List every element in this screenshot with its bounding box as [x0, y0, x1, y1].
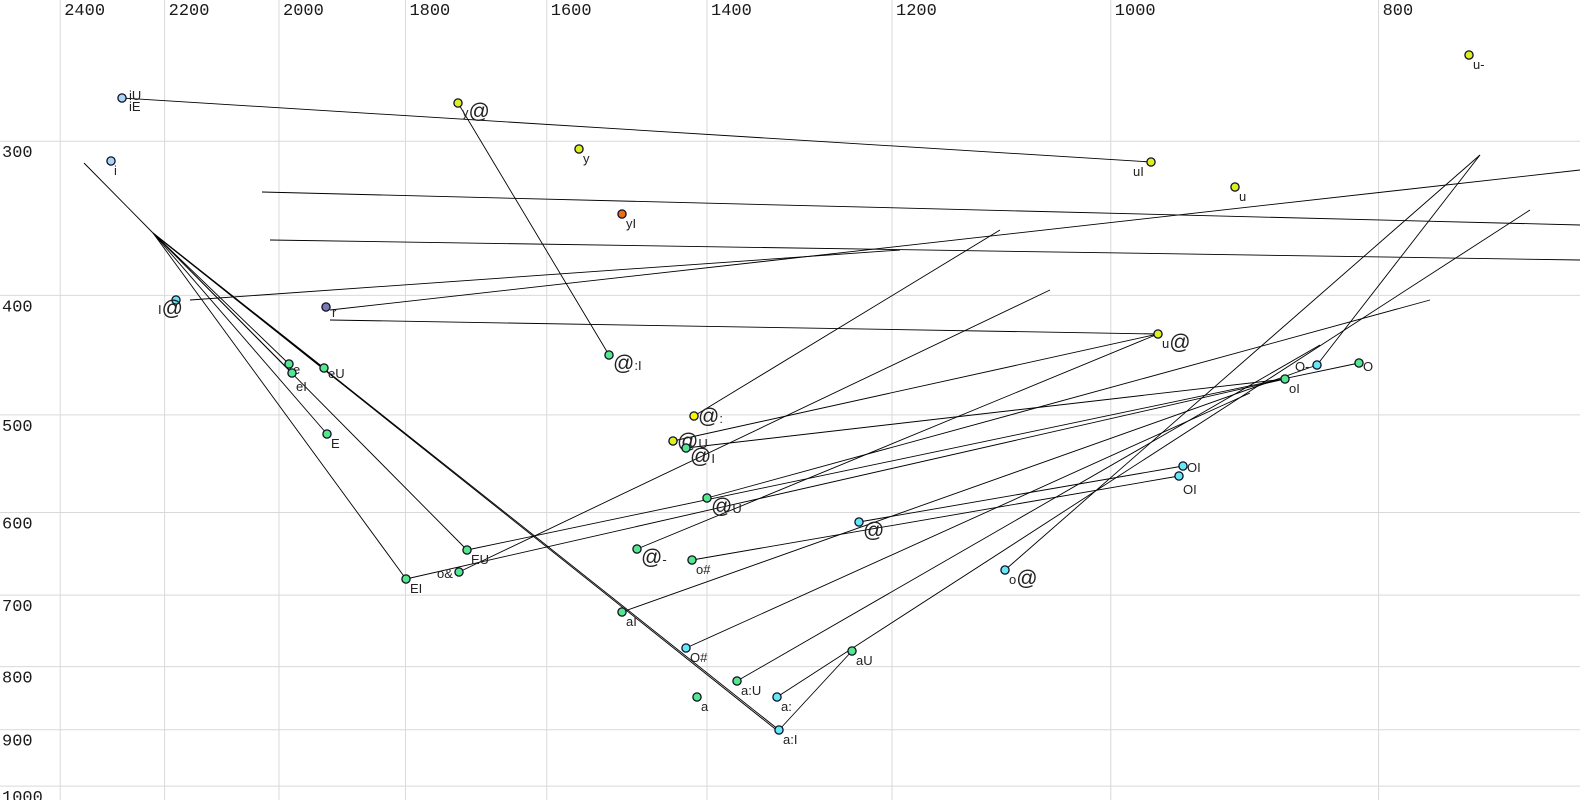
- svg-text:EU: EU: [471, 552, 489, 567]
- svg-text:a: a: [701, 699, 709, 714]
- svg-text:@:: @:: [698, 405, 723, 428]
- svg-text:800: 800: [2, 670, 33, 689]
- svg-text:oI: oI: [1289, 381, 1300, 396]
- svg-text:a:I: a:I: [783, 732, 797, 747]
- svg-text:2000: 2000: [283, 2, 324, 21]
- svg-text:@I: @I: [690, 445, 715, 468]
- svg-text:O#: O#: [690, 650, 708, 665]
- svg-text:eU: eU: [328, 366, 345, 381]
- svg-text:uI: uI: [1133, 164, 1144, 179]
- svg-text:400: 400: [2, 298, 33, 317]
- svg-text:i: i: [114, 163, 117, 178]
- svg-text:1000: 1000: [1115, 2, 1156, 21]
- svg-text:700: 700: [2, 598, 33, 617]
- svg-text:O-: O-: [1295, 359, 1309, 374]
- svg-text:EI: EI: [410, 581, 422, 596]
- svg-text:r: r: [332, 305, 337, 320]
- svg-text:900: 900: [2, 733, 33, 752]
- svg-text:1200: 1200: [896, 2, 937, 21]
- svg-text:o#: o#: [696, 562, 711, 577]
- svg-text:iE: iE: [129, 99, 141, 114]
- svg-text:2200: 2200: [169, 2, 210, 21]
- svg-text:y: y: [583, 151, 590, 166]
- svg-text:OI: OI: [1183, 482, 1197, 497]
- svg-text:1800: 1800: [409, 2, 450, 21]
- svg-text:E: E: [331, 436, 340, 451]
- svg-text:1000: 1000: [2, 789, 43, 800]
- svg-text:@: @: [863, 519, 884, 542]
- svg-text:2400: 2400: [64, 2, 105, 21]
- svg-text:500: 500: [2, 418, 33, 437]
- svg-text:aI: aI: [626, 614, 637, 629]
- svg-text:I@: I@: [158, 297, 183, 320]
- svg-text:600: 600: [2, 516, 33, 535]
- svg-text:u: u: [1239, 189, 1246, 204]
- svg-text:1400: 1400: [711, 2, 752, 21]
- svg-text:a:: a:: [781, 699, 792, 714]
- svg-text:300: 300: [2, 144, 33, 163]
- svg-text:O: O: [1363, 359, 1373, 374]
- svg-text:yI: yI: [626, 216, 636, 231]
- svg-text:u-: u-: [1473, 57, 1485, 72]
- svg-text:OI: OI: [1187, 460, 1201, 475]
- svg-text:o&: o&: [437, 566, 453, 581]
- svg-text:a:U: a:U: [741, 683, 761, 698]
- svg-text:eI: eI: [296, 379, 307, 394]
- svg-text:800: 800: [1383, 2, 1414, 21]
- svg-text:aU: aU: [856, 653, 873, 668]
- svg-text:1600: 1600: [551, 2, 592, 21]
